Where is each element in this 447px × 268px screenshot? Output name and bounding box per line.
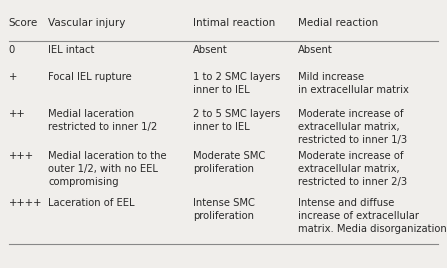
Text: ++++: ++++ [9,198,42,208]
Text: Score: Score [9,18,38,28]
Text: Moderate increase of
extracellular matrix,
restricted to inner 2/3: Moderate increase of extracellular matri… [298,151,407,187]
Text: +++: +++ [9,151,34,161]
Text: +: + [9,72,17,82]
Text: Intense SMC
proliferation: Intense SMC proliferation [193,198,255,221]
Text: ++: ++ [9,109,25,118]
Text: IEL intact: IEL intact [48,46,95,55]
Text: Moderate SMC
proliferation: Moderate SMC proliferation [193,151,265,174]
Text: Moderate increase of
extracellular matrix,
restricted to inner 1/3: Moderate increase of extracellular matri… [298,109,407,145]
Text: Medial laceration
restricted to inner 1/2: Medial laceration restricted to inner 1/… [48,109,157,132]
Text: 2 to 5 SMC layers
inner to IEL: 2 to 5 SMC layers inner to IEL [193,109,280,132]
Text: Absent: Absent [298,46,333,55]
Text: Mild increase
in extracellular matrix: Mild increase in extracellular matrix [298,72,409,95]
Text: Vascular injury: Vascular injury [48,18,126,28]
Text: Laceration of EEL: Laceration of EEL [48,198,135,208]
Text: 0: 0 [9,46,15,55]
Text: Intimal reaction: Intimal reaction [193,18,275,28]
Text: Absent: Absent [193,46,228,55]
Text: Medial laceration to the
outer 1/2, with no EEL
compromising: Medial laceration to the outer 1/2, with… [48,151,167,187]
Text: 1 to 2 SMC layers
inner to IEL: 1 to 2 SMC layers inner to IEL [193,72,280,95]
Text: Intense and diffuse
increase of extracellular
matrix. Media disorganization: Intense and diffuse increase of extracel… [298,198,447,234]
Text: Focal IEL rupture: Focal IEL rupture [48,72,132,82]
Text: Medial reaction: Medial reaction [298,18,378,28]
